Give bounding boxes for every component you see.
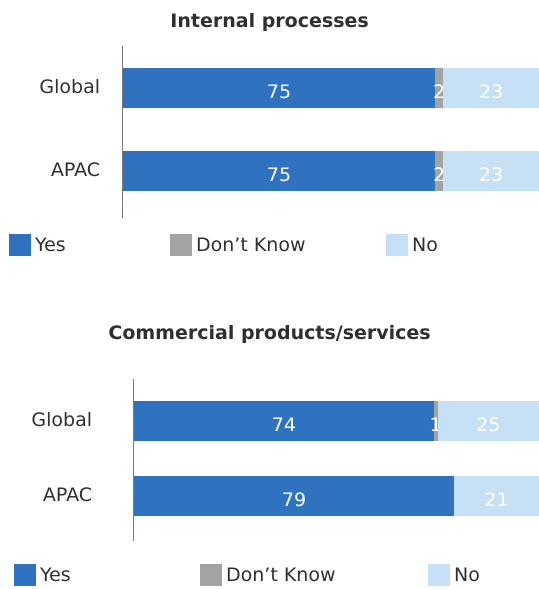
category-label: APAC — [50, 159, 100, 181]
legend-item: No — [428, 564, 480, 586]
bar-segment-don-t-know — [433, 401, 438, 441]
legend-label: Don’t Know — [196, 234, 306, 256]
bar-segment-yes — [123, 151, 435, 191]
data-label: 23 — [479, 81, 504, 103]
data-label: 23 — [479, 164, 504, 186]
bar-segment-yes — [134, 476, 454, 516]
bar-segment-yes — [134, 401, 434, 441]
category-label: APAC — [42, 484, 92, 506]
data-label: 21 — [484, 489, 509, 511]
legend-item: No — [386, 234, 438, 256]
legend-item: Yes — [14, 564, 71, 586]
bar-segment-don-t-know — [435, 68, 444, 108]
legend-item: Yes — [9, 234, 66, 256]
legend-swatch — [9, 234, 31, 256]
legend-item: Don’t Know — [170, 234, 306, 256]
bar-segment-no — [443, 68, 539, 108]
legend-label: Yes — [40, 564, 71, 586]
category-label: Global — [31, 409, 92, 431]
legend-swatch — [14, 564, 36, 586]
bar-row: 74 1 25 — [134, 401, 539, 441]
legend-label: Don’t Know — [226, 564, 336, 586]
legend-item: Don’t Know — [200, 564, 336, 586]
legend-label: No — [412, 234, 438, 256]
legend-swatch — [428, 564, 450, 586]
chart-title: Internal processes — [170, 10, 369, 32]
data-label: 75 — [266, 164, 292, 186]
data-label: 75 — [266, 81, 292, 103]
legend-label: Yes — [35, 234, 66, 256]
data-label: 2 — [433, 164, 446, 186]
data-label: 2 — [433, 81, 446, 103]
legend-label: No — [454, 564, 480, 586]
data-label: 79 — [281, 489, 307, 511]
legend-swatch — [170, 234, 192, 256]
y-axis-line — [122, 46, 123, 218]
data-label: 25 — [476, 414, 501, 436]
legend-swatch — [386, 234, 408, 256]
bar-segment-no — [453, 476, 539, 516]
bar-segment-yes — [123, 68, 435, 108]
bar-row: 75 2 23 — [123, 68, 539, 108]
data-label: 74 — [271, 414, 296, 436]
bar-segment-no — [437, 401, 539, 441]
bar-segment-don-t-know — [435, 151, 444, 191]
chart-title: Commercial products/services — [108, 322, 431, 344]
legend-swatch — [200, 564, 222, 586]
bar-row: 79 21 — [134, 476, 539, 516]
category-label: Global — [39, 76, 100, 98]
y-axis-line — [133, 379, 134, 541]
bar-segment-no — [443, 151, 539, 191]
bar-row: 75 2 23 — [123, 151, 539, 191]
